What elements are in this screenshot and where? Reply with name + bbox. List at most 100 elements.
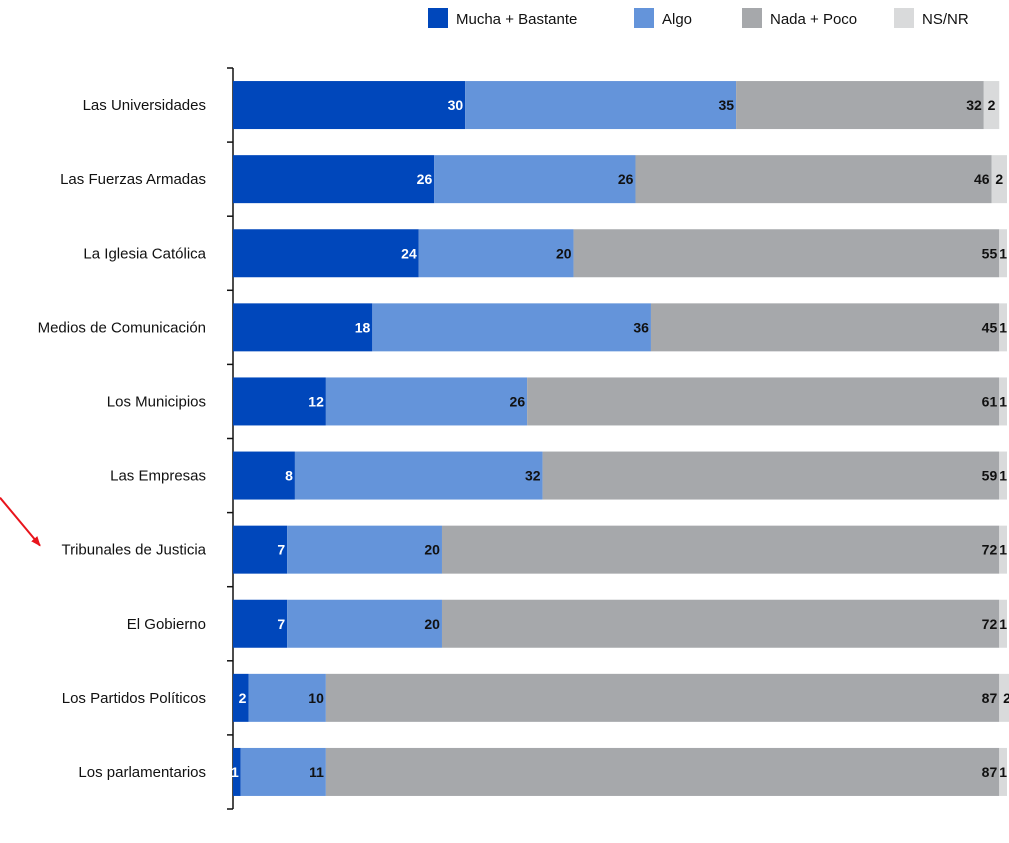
- value-label: 72: [982, 616, 998, 632]
- value-label: 2: [239, 690, 247, 706]
- bar-segment-algo: [434, 155, 636, 204]
- value-label: 8: [285, 468, 293, 484]
- bar-segment-nada-poco: [736, 81, 984, 130]
- bar-segment-algo: [287, 525, 442, 574]
- bar-segment-nada-poco: [542, 451, 1000, 500]
- bar-segment-ns-nr: [999, 451, 1007, 500]
- category-label-el-gobierno: El Gobierno: [127, 616, 206, 633]
- value-label: 1: [999, 319, 1007, 335]
- bar-segment-mucha-bastante: [233, 525, 288, 574]
- legend-swatch: [894, 8, 914, 28]
- bar-segment-nada-poco: [650, 303, 1000, 352]
- bar-segment-ns-nr: [999, 229, 1007, 278]
- value-label: 2: [1003, 690, 1009, 706]
- chart-legend: Mucha + Bastante Algo Nada + Poco NS/NR: [428, 8, 969, 28]
- bar-row-los-parlamentarios: 1 11 87 1: [231, 747, 1007, 796]
- value-label: 87: [982, 764, 998, 780]
- bar-segment-mucha-bastante: [233, 673, 249, 722]
- value-label: 12: [308, 393, 324, 409]
- legend-label: NS/NR: [922, 11, 969, 28]
- bar-area: 30 35 32 226 26 46 224 20 55 118 36 45 112 26 61 18 32 59…: [231, 81, 1009, 796]
- value-label: 20: [424, 616, 440, 632]
- value-label: 1: [999, 764, 1007, 780]
- value-label: 32: [966, 97, 982, 113]
- bar-segment-nada-poco: [325, 747, 1000, 796]
- chart-annotations: [0, 497, 41, 547]
- bar-segment-algo: [294, 451, 543, 500]
- legend-label: Algo: [662, 11, 692, 28]
- red-arrow-annotation: [0, 497, 41, 547]
- bar-segment-ns-nr: [991, 155, 1007, 204]
- value-label: 2: [995, 171, 1003, 187]
- bar-row-las-fuerzas-armadas: 26 26 46 2: [233, 155, 1007, 204]
- legend-label: Mucha + Bastante: [456, 11, 577, 28]
- legend-label: Nada + Poco: [770, 11, 857, 28]
- value-label: 1: [999, 245, 1007, 261]
- value-label: 7: [277, 542, 285, 558]
- value-label: 87: [982, 690, 998, 706]
- value-label: 32: [525, 468, 541, 484]
- legend-item-algo: Algo: [634, 8, 692, 28]
- bar-segment-ns-nr: [999, 525, 1007, 574]
- value-label: 36: [633, 319, 649, 335]
- bar-segment-mucha-bastante: [233, 377, 326, 426]
- bar-segment-ns-nr: [983, 81, 1000, 130]
- value-label: 2: [988, 97, 996, 113]
- category-label-los-municipios: Los Municipios: [107, 393, 206, 410]
- bar-row-los-municipios: 12 26 61 1: [233, 377, 1007, 426]
- value-label: 26: [417, 171, 433, 187]
- bar-segment-mucha-bastante: [233, 155, 435, 204]
- value-label: 55: [982, 245, 998, 261]
- value-label: 61: [982, 393, 998, 409]
- bar-row-los-partidos-politicos: 2 10 87 2: [233, 673, 1009, 722]
- bar-segment-mucha-bastante: [233, 303, 373, 352]
- value-label: 45: [982, 319, 998, 335]
- legend-item-ns-nr: NS/NR: [894, 8, 969, 28]
- bar-segment-algo: [418, 229, 574, 278]
- value-label: 20: [556, 245, 572, 261]
- bar-segment-nada-poco: [441, 599, 1000, 648]
- bar-row-las-universidades: 30 35 32 2: [233, 81, 1000, 130]
- value-label: 46: [974, 171, 990, 187]
- bar-row-medios-de-comunicacion: 18 36 45 1: [233, 303, 1007, 352]
- value-label: 72: [982, 542, 998, 558]
- bar-segment-nada-poco: [635, 155, 992, 204]
- category-label-la-iglesia-catolica: La Iglesia Católica: [83, 245, 206, 262]
- category-label-los-partidos-politicos: Los Partidos Políticos: [62, 690, 206, 707]
- category-label-tribunales-de-justicia: Tribunales de Justicia: [61, 542, 206, 559]
- bar-row-tribunales-de-justicia: 7 20 72 1: [233, 525, 1007, 574]
- bar-segment-algo: [248, 673, 326, 722]
- bar-segment-nada-poco: [527, 377, 1000, 426]
- bar-row-las-empresas: 8 32 59 1: [233, 451, 1007, 500]
- value-label: 35: [719, 97, 735, 113]
- bar-segment-ns-nr: [999, 599, 1007, 648]
- value-label: 1: [999, 468, 1007, 484]
- category-label-las-empresas: Las Empresas: [110, 468, 206, 485]
- bar-row-el-gobierno: 7 20 72 1: [233, 599, 1007, 648]
- value-label: 7: [277, 616, 285, 632]
- legend-swatch: [428, 8, 448, 28]
- bar-segment-algo: [240, 747, 326, 796]
- category-labels: Las Universidades Las Fuerzas Armadas La I…: [38, 97, 207, 781]
- value-label: 1: [999, 542, 1007, 558]
- bar-segment-algo: [287, 599, 442, 648]
- bar-segment-nada-poco: [573, 229, 1000, 278]
- legend-swatch: [742, 8, 762, 28]
- value-label: 59: [982, 468, 998, 484]
- bar-segment-ns-nr: [999, 673, 1009, 722]
- bar-segment-algo: [465, 81, 737, 130]
- value-label: 20: [424, 542, 440, 558]
- legend-item-nada-poco: Nada + Poco: [742, 8, 857, 28]
- bar-segment-ns-nr: [999, 747, 1007, 796]
- value-label: 1: [999, 393, 1007, 409]
- value-label: 1: [231, 764, 239, 780]
- legend-item-mucha-bastante: Mucha + Bastante: [428, 8, 577, 28]
- value-label: 24: [401, 245, 417, 261]
- value-label: 26: [618, 171, 634, 187]
- bar-segment-mucha-bastante: [233, 229, 419, 278]
- value-label: 11: [309, 764, 324, 780]
- value-label: 26: [510, 393, 526, 409]
- bar-segment-nada-poco: [441, 525, 1000, 574]
- category-label-medios-de-comunicacion: Medios de Comunicación: [38, 319, 206, 336]
